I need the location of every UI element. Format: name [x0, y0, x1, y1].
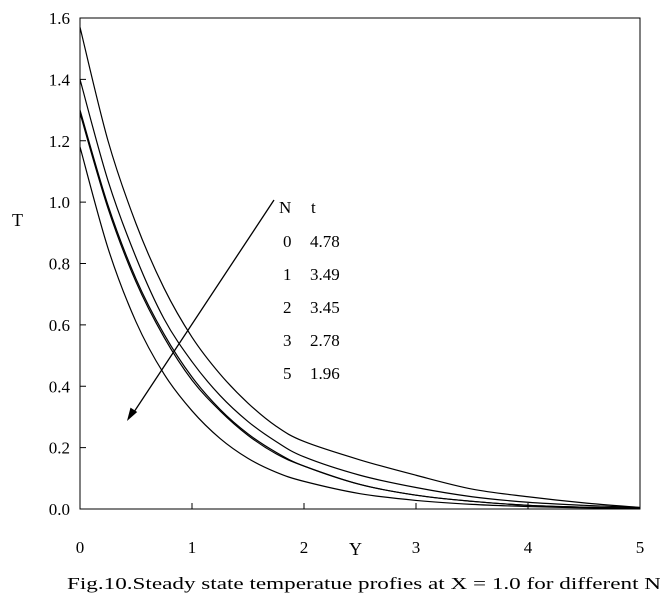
legend-row-n: 0 — [283, 232, 292, 251]
series-line-2 — [79, 112, 641, 509]
y-tick-label: 0.0 — [49, 500, 70, 519]
legend-row-n: 5 — [283, 364, 292, 383]
y-tick-label: 0.2 — [49, 439, 70, 458]
plot-frame — [79, 17, 641, 510]
y-tick-label: 1.6 — [49, 9, 70, 28]
y-tick-label: 0.4 — [49, 377, 71, 396]
direction-arrowhead — [127, 407, 138, 421]
figure-caption: Fig.10.Steady state temperatue profies a… — [67, 574, 660, 593]
legend-row-n: 1 — [283, 265, 292, 284]
y-tick-label: 0.6 — [49, 316, 70, 335]
y-tick-label: 1.2 — [49, 132, 70, 151]
legend-row-t: 4.78 — [310, 232, 340, 251]
x-tick-label: 3 — [412, 538, 421, 557]
x-axis-label: Y — [349, 539, 362, 559]
x-tick-label: 1 — [188, 538, 197, 557]
series-line-3 — [79, 109, 641, 509]
legend-row-n: 3 — [283, 331, 292, 350]
legend-row-t: 3.45 — [310, 298, 340, 317]
series-line-4 — [79, 146, 641, 509]
legend-row-t: 3.49 — [310, 265, 340, 284]
legend-table: N t 0 4.78 1 3.49 2 3.45 3 2.78 5 1.96 — [279, 198, 340, 383]
x-tick-label: 5 — [636, 538, 645, 557]
y-tick-label: 1.0 — [49, 193, 70, 212]
x-tick-label: 0 — [76, 538, 85, 557]
x-axis-ticks: 0 1 2 3 4 5 — [76, 503, 645, 557]
direction-arrow-line — [131, 199, 275, 416]
legend-row-t: 1.96 — [310, 364, 340, 383]
y-axis-label: T — [12, 210, 23, 230]
series-line-0 — [79, 27, 641, 509]
x-tick-label: 2 — [300, 538, 309, 557]
x-tick-label: 4 — [524, 538, 533, 557]
y-axis-ticks: 0.0 0.2 0.4 0.6 0.8 1.0 1.2 1.4 1.6 — [49, 9, 86, 519]
y-tick-label: 1.4 — [49, 70, 71, 89]
series-layer — [79, 27, 641, 509]
legend-row-n: 2 — [283, 298, 292, 317]
series-line-1 — [79, 79, 641, 509]
y-tick-label: 0.8 — [49, 255, 70, 274]
legend-header-t: t — [311, 198, 316, 217]
legend-row-t: 2.78 — [310, 331, 340, 350]
legend-header-n: N — [279, 198, 291, 217]
